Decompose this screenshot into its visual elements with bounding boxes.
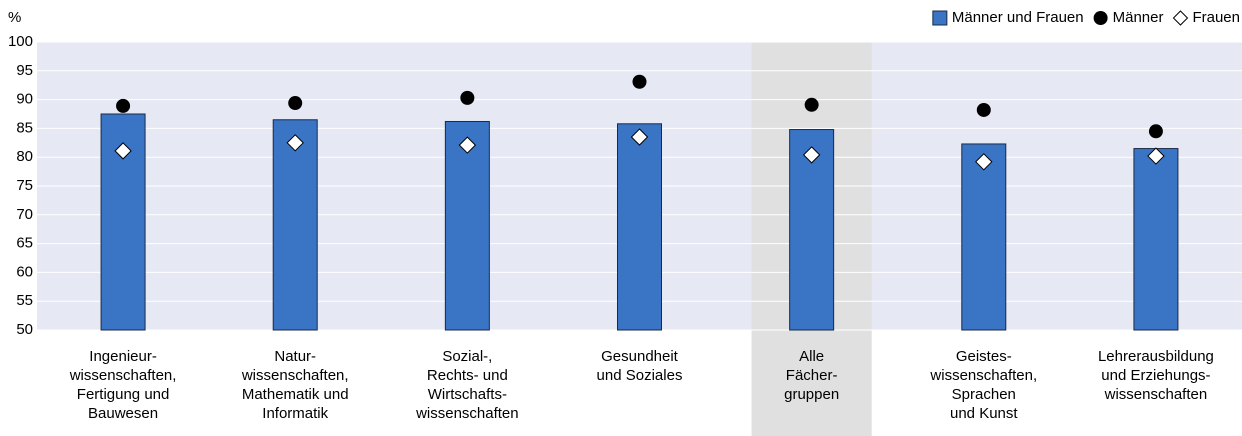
legend-label: Männer bbox=[1113, 9, 1164, 26]
x-tick-line: Sprachen bbox=[952, 386, 1016, 403]
x-tick-line: Fächer- bbox=[786, 367, 838, 384]
x-tick-line: Fertigung und bbox=[77, 386, 170, 403]
bar bbox=[961, 143, 1007, 331]
x-tick-label: Ingenieur-wissenschaften, Fertigung und Ba… bbox=[69, 348, 177, 422]
y-tick-label: 80 bbox=[16, 148, 33, 165]
x-tick-line: Mathematik und bbox=[242, 386, 349, 403]
diamond bbox=[975, 153, 993, 171]
diamond bbox=[286, 134, 304, 152]
bar bbox=[444, 120, 490, 331]
legend-swatch bbox=[1093, 11, 1108, 25]
y-tick-label: 95 bbox=[16, 62, 33, 79]
x-tick-line: Wirtschafts- bbox=[428, 386, 507, 403]
x-tick-line: wissenschaften, bbox=[929, 367, 1037, 384]
x-tick-line: Natur- bbox=[274, 348, 316, 365]
dot bbox=[116, 98, 131, 113]
x-tick-line: und Erziehungs- bbox=[1101, 367, 1210, 384]
x-tick-line: wissenschaften bbox=[415, 405, 519, 422]
x-tick-line: wissenschaften, bbox=[241, 367, 349, 384]
y-tick-label: 85 bbox=[16, 119, 33, 136]
bar bbox=[617, 123, 662, 331]
x-tick-line: Rechts- und bbox=[427, 367, 508, 384]
diamond bbox=[458, 136, 477, 154]
y-tick-label: 55 bbox=[16, 292, 33, 309]
y-tick-label: 70 bbox=[16, 206, 33, 223]
y-axis-label: % bbox=[8, 9, 21, 26]
x-tick-line: Alle bbox=[799, 348, 824, 365]
x-tick-label: Lehrerausbildung und Erziehungs-wissensch… bbox=[1098, 348, 1214, 403]
dot bbox=[804, 97, 819, 112]
x-tick-label: Sozial-, Rechts- und Wirtschafts-wissensch… bbox=[415, 348, 519, 422]
legend-label: Frauen bbox=[1192, 9, 1240, 26]
y-tick-label: 90 bbox=[16, 91, 33, 108]
dot bbox=[460, 90, 475, 105]
x-tick-line: und Soziales bbox=[597, 367, 683, 384]
x-tick-line: wissenschaften bbox=[1104, 386, 1208, 403]
x-tick-line: Informatik bbox=[262, 405, 328, 422]
y-tick-label: 65 bbox=[16, 235, 33, 252]
diamond bbox=[114, 142, 132, 160]
legend-swatch bbox=[1172, 10, 1189, 26]
dot bbox=[976, 102, 991, 117]
y-tick-label: 60 bbox=[16, 263, 33, 280]
x-tick-line: Gesundheit bbox=[601, 348, 679, 365]
legend-label: Männer und Frauen bbox=[952, 9, 1084, 26]
x-tick-line: Bauwesen bbox=[88, 405, 158, 422]
x-tick-line: gruppen bbox=[784, 386, 839, 403]
x-tick-label: Natur-wissenschaften, Mathematik und Infor… bbox=[241, 348, 349, 422]
x-tick-label: Gesundheit und Soziales bbox=[597, 348, 683, 384]
x-tick-line: Sozial-, bbox=[442, 348, 492, 365]
y-tick-label: 75 bbox=[16, 177, 33, 194]
x-tick-line: Geistes- bbox=[956, 348, 1012, 365]
diamond bbox=[1147, 147, 1165, 165]
x-tick-line: wissenschaften, bbox=[69, 367, 177, 384]
y-tick-label: 50 bbox=[16, 321, 33, 338]
diamond bbox=[630, 128, 649, 146]
x-tick-line: und Kunst bbox=[950, 405, 1018, 422]
x-tick-line: Ingenieur- bbox=[89, 348, 157, 365]
dot bbox=[1148, 124, 1163, 139]
dot bbox=[632, 74, 647, 89]
y-tick-label: 100 bbox=[8, 33, 33, 50]
bar bbox=[272, 119, 318, 331]
dot bbox=[288, 96, 303, 111]
bar bbox=[1133, 148, 1179, 331]
x-tick-label: Geistes-wissenschaften, Sprachen und Kunst bbox=[929, 348, 1037, 422]
legend-swatch bbox=[932, 10, 948, 26]
x-tick-line: Lehrerausbildung bbox=[1098, 348, 1214, 365]
diamond bbox=[802, 146, 821, 164]
x-tick-label: Alle Fächer-gruppen bbox=[784, 348, 839, 403]
